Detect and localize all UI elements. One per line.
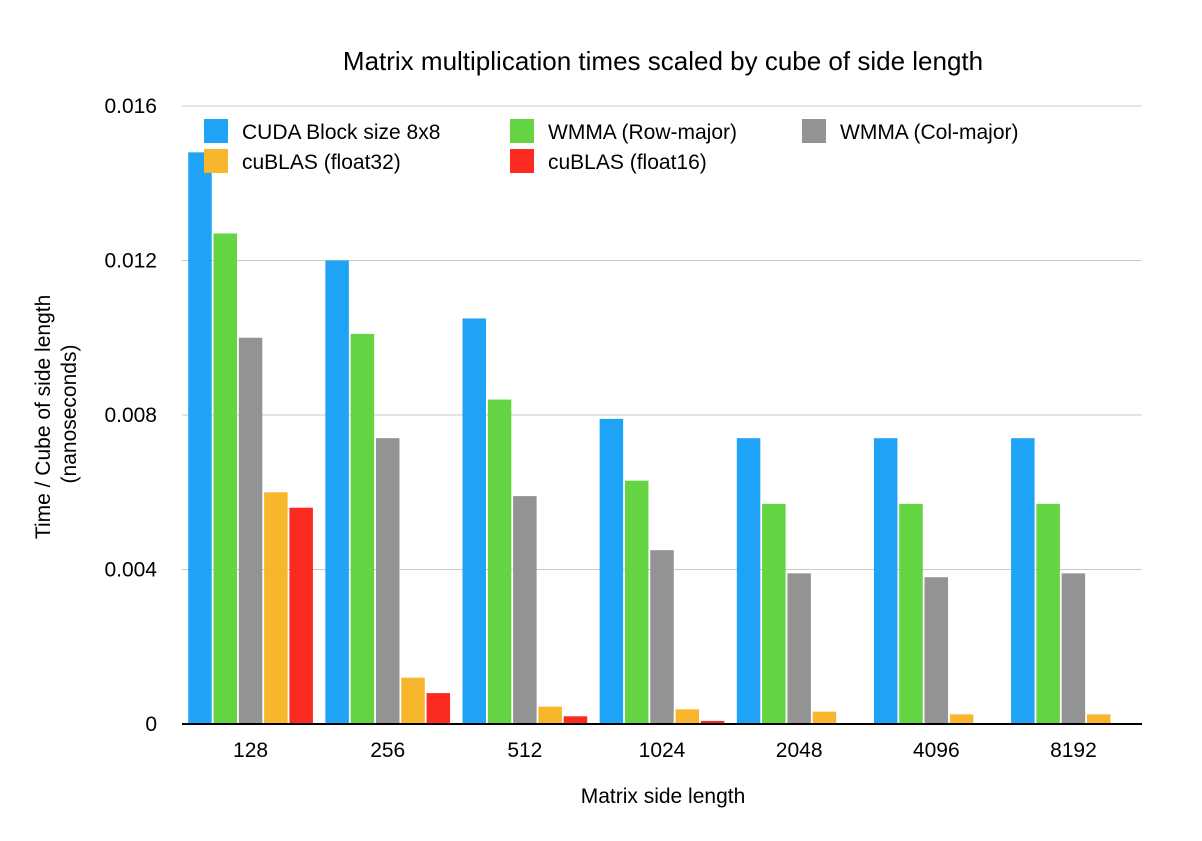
- legend-label: WMMA (Col-major): [840, 121, 1019, 144]
- y-tick-label: 0.016: [104, 95, 157, 118]
- bar: [762, 503, 786, 724]
- bar: [736, 438, 761, 724]
- bar: [401, 677, 425, 724]
- bar: [624, 480, 649, 724]
- y-axis-title: Time / Cube of side length (nanoseconds): [32, 289, 81, 539]
- bar: [325, 260, 349, 724]
- bar: [787, 573, 811, 724]
- bar: [924, 577, 949, 724]
- bar: [350, 333, 375, 724]
- bar: [700, 720, 725, 724]
- y-axis-title-line-2: (nanoseconds): [58, 345, 81, 484]
- x-tick-label: 256: [370, 739, 405, 762]
- legend-label: cuBLAS (float32): [242, 151, 401, 174]
- x-tick-label: 2048: [776, 739, 823, 762]
- y-tick-label: 0.008: [104, 404, 157, 427]
- bar: [238, 337, 263, 724]
- bar: [538, 706, 562, 724]
- y-tick-label: 0.004: [104, 559, 157, 582]
- bar: [873, 438, 898, 724]
- legend-swatch: [802, 119, 826, 143]
- bar: [1011, 438, 1035, 724]
- bar: [899, 503, 923, 724]
- bar: [375, 438, 400, 724]
- bar: [675, 709, 700, 724]
- legend-label: CUDA Block size 8x8: [242, 121, 440, 144]
- bar: [650, 550, 674, 724]
- bar: [599, 418, 624, 724]
- legend-label: WMMA (Row-major): [548, 121, 737, 144]
- axes: 0 0.004 0.008 0.012 0.016 128 256 512 1024 2048 40…: [104, 95, 1142, 762]
- legend-label: cuBLAS (float16): [548, 151, 707, 174]
- legend: CUDA Block size 8x8 WMMA (Row-major) WMMA …: [204, 119, 1019, 174]
- y-tick-label: 0.012: [104, 250, 157, 273]
- bar: [1036, 503, 1060, 724]
- x-tick-label: 8192: [1050, 739, 1097, 762]
- bar: [264, 492, 288, 724]
- legend-swatch: [204, 119, 228, 143]
- bar: [1061, 573, 1086, 724]
- bar: [462, 318, 487, 724]
- y-axis-title-line-1: Time / Cube of side length: [32, 295, 55, 539]
- x-axis-title: Matrix side length: [581, 785, 746, 808]
- bar: [188, 152, 212, 725]
- bar: [213, 233, 238, 724]
- bar: [563, 716, 588, 724]
- bar: [289, 507, 313, 724]
- legend-swatch: [204, 149, 228, 173]
- bar: [426, 693, 451, 724]
- x-tick-label: 1024: [639, 739, 686, 762]
- x-tick-label: 512: [507, 739, 542, 762]
- x-tick-label: 128: [233, 739, 268, 762]
- x-tick-label: 4096: [913, 739, 960, 762]
- bar: [949, 714, 974, 724]
- bar: [812, 711, 837, 724]
- legend-swatch: [510, 149, 534, 173]
- y-tick-label: 0: [145, 713, 157, 736]
- chart-title: Matrix multiplication times scaled by cu…: [343, 46, 983, 76]
- bar: [1086, 714, 1111, 724]
- bars: [188, 152, 1111, 725]
- bar: [487, 399, 512, 724]
- legend-swatch: [510, 119, 534, 143]
- bar: [513, 496, 537, 724]
